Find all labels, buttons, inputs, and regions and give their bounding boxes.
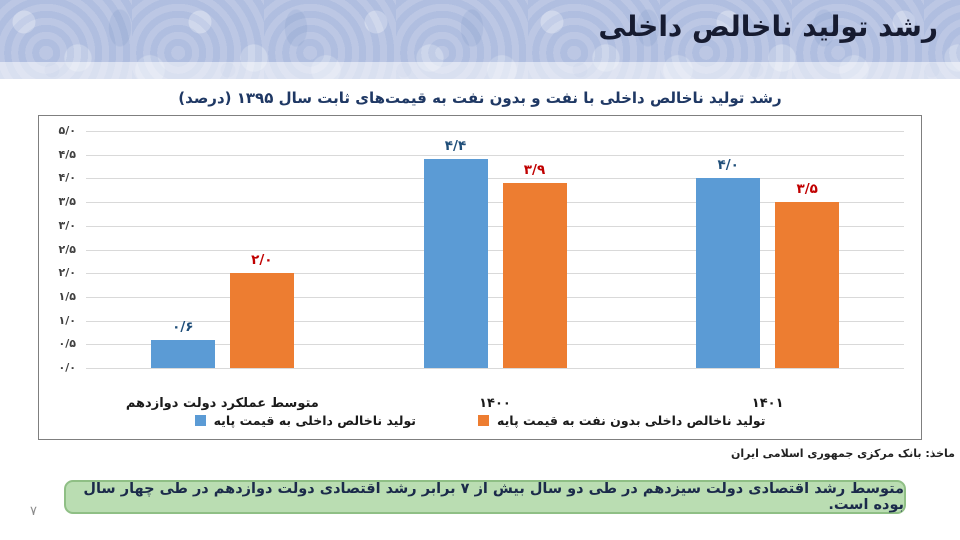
x-axis-labels: متوسط عملکرد دولت دوازدهم ۱۴۰۰ ۱۴۰۱ bbox=[86, 392, 904, 411]
gridline bbox=[86, 273, 904, 275]
bar-gdp: ۰/۶ bbox=[150, 319, 215, 368]
gridline bbox=[86, 178, 904, 180]
legend-swatch-icon bbox=[478, 415, 489, 426]
y-tick-label: ۱/۰ bbox=[58, 313, 76, 327]
highlight-note: متوسط رشد اقتصادی دولت سیزدهم در طی دو س… bbox=[64, 480, 906, 514]
y-tick-label: ۲/۵ bbox=[58, 242, 76, 256]
bar-gdp: ۴/۰ bbox=[696, 157, 761, 368]
gridline bbox=[86, 296, 904, 298]
gridline bbox=[86, 202, 904, 204]
gridline bbox=[86, 154, 904, 156]
legend-label: تولید ناخالص داخلی بدون نفت به قیمت پایه bbox=[497, 413, 766, 428]
y-tick-label: ۵/۰ bbox=[58, 124, 76, 137]
legend-entry: تولید ناخالص داخلی به قیمت پایه bbox=[194, 413, 416, 428]
legend-entry: تولید ناخالص داخلی بدون نفت به قیمت پایه bbox=[478, 413, 765, 428]
plot-area: ۰/۶ ۲/۰ ۴/۴ ۳/۹ ۴/۰ ۳/۵ bbox=[86, 131, 904, 369]
x-category-label: ۱۴۰۱ bbox=[751, 396, 784, 411]
gridline bbox=[86, 225, 904, 227]
bar-gdp-non-oil: ۳/۹ bbox=[502, 162, 567, 368]
y-tick-label: ۱/۵ bbox=[58, 289, 76, 303]
legend-label: تولید ناخالص داخلی به قیمت پایه bbox=[213, 413, 416, 428]
chart-title: رشد تولید ناخالص داخلی با نفت و بدون نفت… bbox=[178, 89, 782, 107]
y-axis: ۵/۰ ۴/۵ ۴/۰ ۳/۵ ۳/۰ ۲/۵ ۲/۰ ۱/۵ ۱/۰ ۰/۵ ۰/۰ bbox=[39, 116, 81, 439]
bar-value-label: ۳/۹ bbox=[523, 162, 546, 179]
bar-value-label: ۴/۰ bbox=[717, 157, 739, 174]
gridline bbox=[86, 320, 904, 322]
page-number: ۷ bbox=[30, 504, 37, 519]
chart-container: ۵/۰ ۴/۵ ۴/۰ ۳/۵ ۳/۰ ۲/۵ ۲/۰ ۱/۵ ۱/۰ ۰/۵ ۰/۰ ۰/۶ ۲/۰… bbox=[38, 115, 922, 440]
gridline bbox=[86, 131, 904, 132]
highlight-note-text: متوسط رشد اقتصادی دولت سیزدهم در طی دو س… bbox=[83, 481, 904, 513]
x-category-label: متوسط عملکرد دولت دوازدهم bbox=[125, 396, 319, 411]
gridline bbox=[86, 344, 904, 346]
source-note: ماخذ: بانک مرکزی جمهوری اسلامی ایران bbox=[730, 447, 955, 460]
legend-swatch-icon bbox=[194, 415, 206, 426]
bar-group: ۴/۴ ۳/۹ bbox=[359, 131, 632, 368]
y-tick-label: ۳/۰ bbox=[58, 218, 76, 232]
y-tick-label: ۲/۰ bbox=[58, 266, 76, 280]
y-tick-label: ۴/۰ bbox=[58, 171, 76, 185]
y-tick-label: ۰/۵ bbox=[58, 337, 76, 351]
header-fade-strip bbox=[0, 62, 960, 79]
bar-value-label: ۴/۴ bbox=[444, 138, 467, 155]
bar-value-label: ۲/۰ bbox=[251, 252, 273, 269]
y-tick-label: ۴/۵ bbox=[58, 147, 76, 161]
legend: تولید ناخالص داخلی به قیمت پایه تولید ناخ… bbox=[39, 413, 921, 428]
bar-gdp-non-oil: ۲/۰ bbox=[229, 252, 294, 368]
y-tick-label: ۳/۵ bbox=[58, 195, 76, 209]
bar-gdp: ۴/۴ bbox=[423, 138, 488, 368]
y-tick-label: ۰/۰ bbox=[58, 361, 76, 374]
x-category-label: ۱۴۰۰ bbox=[479, 396, 511, 411]
bar-groups: ۰/۶ ۲/۰ ۴/۴ ۳/۹ ۴/۰ ۳/۵ bbox=[86, 131, 904, 368]
gridline bbox=[86, 368, 904, 369]
bar-group: ۰/۶ ۲/۰ bbox=[86, 131, 359, 368]
slide-title: رشد تولید ناخالص داخلی bbox=[598, 10, 938, 43]
bar-gdp-non-oil: ۳/۵ bbox=[775, 181, 840, 368]
slide-header: رشد تولید ناخالص داخلی bbox=[0, 0, 960, 79]
bar-value-label: ۳/۵ bbox=[796, 181, 818, 198]
gridline bbox=[86, 249, 904, 251]
bar-value-label: ۰/۶ bbox=[172, 318, 194, 335]
bar-group: ۴/۰ ۳/۵ bbox=[631, 131, 904, 368]
